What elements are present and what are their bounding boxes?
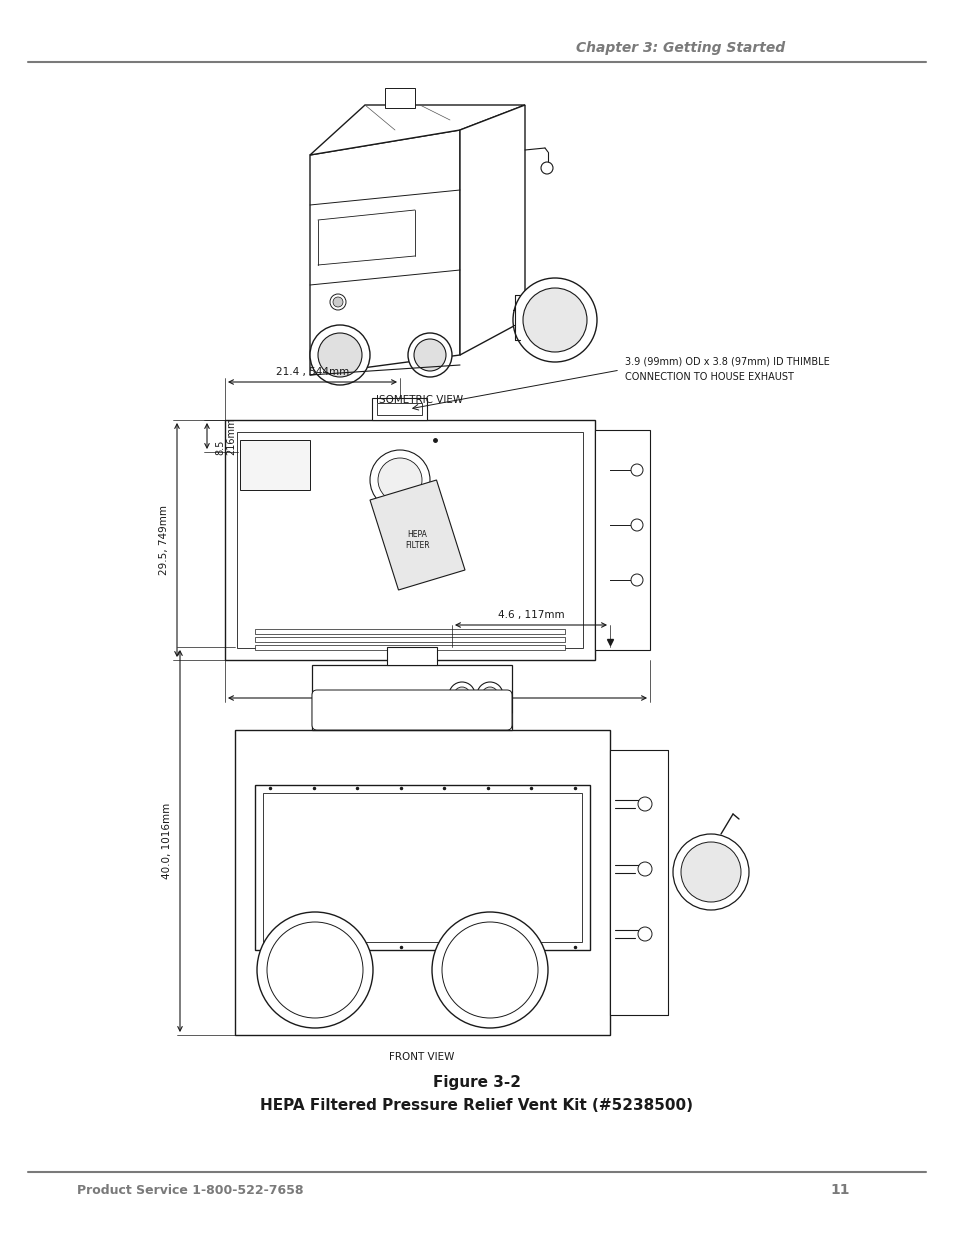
Text: 29.5, 749mm: 29.5, 749mm xyxy=(159,505,169,576)
Circle shape xyxy=(408,333,452,377)
Text: HEPA
FILTER: HEPA FILTER xyxy=(405,530,430,550)
Circle shape xyxy=(522,288,586,352)
Circle shape xyxy=(310,325,370,385)
Bar xyxy=(225,420,595,659)
Polygon shape xyxy=(370,480,464,590)
Bar xyxy=(372,398,427,420)
Circle shape xyxy=(432,911,547,1028)
Text: 11: 11 xyxy=(829,1183,849,1197)
Circle shape xyxy=(680,842,740,902)
Circle shape xyxy=(370,450,430,510)
Text: 21.4 , 544mm: 21.4 , 544mm xyxy=(275,367,349,377)
Text: CONNECTION TO HOUSE EXHAUST: CONNECTION TO HOUSE EXHAUST xyxy=(624,372,793,382)
Circle shape xyxy=(449,682,475,708)
Text: 3.9 (99mm) OD x 3.8 (97mm) ID THIMBLE: 3.9 (99mm) OD x 3.8 (97mm) ID THIMBLE xyxy=(624,357,829,367)
Circle shape xyxy=(333,296,343,308)
Bar xyxy=(376,403,421,415)
Polygon shape xyxy=(310,130,459,375)
Text: 8.5
216mm: 8.5 216mm xyxy=(214,417,236,454)
Bar xyxy=(236,432,582,648)
Circle shape xyxy=(454,687,470,703)
Circle shape xyxy=(638,927,651,941)
Text: Figure 3-2: Figure 3-2 xyxy=(433,1074,520,1089)
Circle shape xyxy=(256,911,373,1028)
Bar xyxy=(254,629,564,634)
Bar xyxy=(595,430,649,650)
Circle shape xyxy=(377,458,421,501)
Bar xyxy=(240,440,310,490)
Circle shape xyxy=(638,862,651,876)
Bar xyxy=(609,750,667,1015)
Bar xyxy=(387,647,436,664)
Text: 40.0, 1016mm: 40.0, 1016mm xyxy=(162,803,172,879)
Bar xyxy=(254,637,564,642)
Text: Chapter 3: Getting Started: Chapter 3: Getting Started xyxy=(576,41,784,56)
Circle shape xyxy=(630,519,642,531)
Circle shape xyxy=(630,574,642,585)
Polygon shape xyxy=(459,105,524,354)
Circle shape xyxy=(441,923,537,1018)
Text: 52.7, 1339mm: 52.7, 1339mm xyxy=(398,705,476,715)
Polygon shape xyxy=(385,88,415,107)
Circle shape xyxy=(513,278,597,362)
Text: Product Service 1-800-522-7658: Product Service 1-800-522-7658 xyxy=(76,1183,303,1197)
Text: HEPA Filtered Pressure Relief Vent Kit (#5238500): HEPA Filtered Pressure Relief Vent Kit (… xyxy=(260,1098,693,1114)
Circle shape xyxy=(414,338,446,370)
Bar xyxy=(234,730,609,1035)
Circle shape xyxy=(630,464,642,475)
Circle shape xyxy=(317,333,361,377)
Circle shape xyxy=(267,923,363,1018)
FancyBboxPatch shape xyxy=(312,690,512,730)
Circle shape xyxy=(638,797,651,811)
Bar xyxy=(456,713,512,725)
Circle shape xyxy=(672,834,748,910)
Text: 4.6 , 117mm: 4.6 , 117mm xyxy=(497,610,564,620)
Bar xyxy=(312,664,512,730)
Text: ISOMETRIC VIEW: ISOMETRIC VIEW xyxy=(376,395,463,405)
Bar xyxy=(263,793,581,942)
Text: FRONT VIEW: FRONT VIEW xyxy=(389,1052,455,1062)
Circle shape xyxy=(476,682,502,708)
Text: TOP VIEW: TOP VIEW xyxy=(384,710,435,720)
Circle shape xyxy=(540,162,553,174)
Circle shape xyxy=(481,687,497,703)
Bar xyxy=(254,645,564,650)
Bar xyxy=(254,785,589,950)
Circle shape xyxy=(330,294,346,310)
Polygon shape xyxy=(310,105,524,156)
